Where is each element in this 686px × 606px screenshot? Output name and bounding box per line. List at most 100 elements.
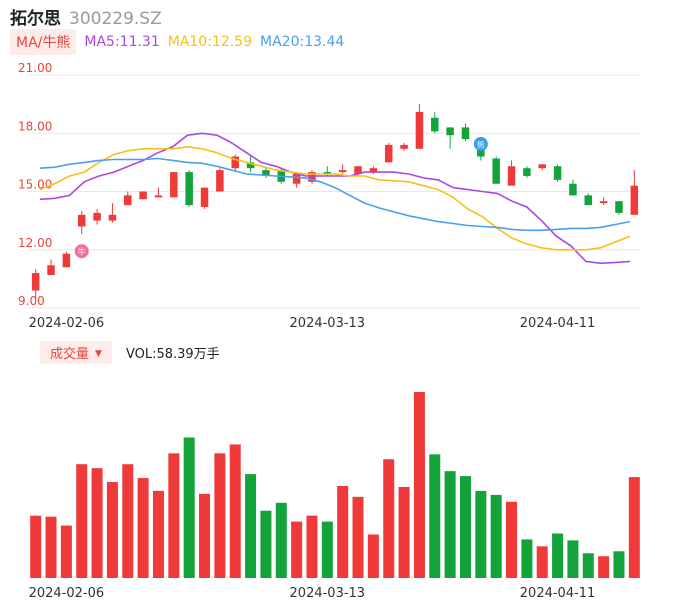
candle-body: [599, 201, 608, 204]
ma10-label: MA10:12.59: [167, 34, 253, 50]
volume-bar: [598, 556, 610, 578]
bull-marker-icon: 牛: [74, 244, 89, 259]
candle-body: [338, 170, 347, 173]
volume-bar: [60, 525, 72, 578]
volume-bar: [613, 551, 625, 578]
candle-body: [31, 273, 40, 291]
x-tick-label: 2024-03-13: [290, 586, 366, 601]
candle-body: [154, 195, 163, 198]
candle-body: [93, 212, 101, 221]
marker-glyph: 牛: [78, 247, 86, 257]
marker-badge: [473, 137, 488, 152]
candle-body: [200, 187, 209, 208]
candle-body: [216, 170, 224, 192]
volume-bar: [383, 459, 395, 578]
ma20-label: MA20:13.44: [260, 34, 345, 50]
volume-bar: [582, 553, 594, 578]
candle-body: [292, 174, 301, 184]
volume-bar: [628, 477, 640, 578]
volume-bar: [398, 486, 410, 578]
candle-body: [461, 127, 470, 140]
volume-bar: [552, 533, 564, 578]
volume-bar: [152, 490, 164, 578]
volume-bar: [45, 516, 57, 578]
price-chart[interactable]: 21.00 18.00 15.00 12.00 9.00 牛 熊 2024-02-06 2024…: [0, 60, 686, 335]
y-tick-label: 21.00: [18, 61, 52, 75]
volume-bar: [337, 485, 349, 578]
volume-bar: [291, 521, 303, 578]
candle-body: [400, 144, 408, 149]
ma-toggle-button[interactable]: MA/牛熊: [10, 29, 77, 55]
volume-bar: [260, 510, 272, 578]
volume-legend: 成交量 ▼ VOL:58.39万手: [40, 340, 220, 364]
volume-selector-button[interactable]: 成交量 ▼: [40, 340, 112, 364]
ma-legend: MA/牛熊 MA5:11.31 MA10:12.59 MA20:13.44: [10, 29, 352, 55]
volume-bar: [490, 494, 502, 578]
candle-body: [584, 195, 593, 206]
volume-bar: [413, 391, 425, 578]
candle-body: [246, 162, 255, 169]
ma-line-ma5: [39, 132, 631, 265]
volume-bar: [106, 482, 118, 578]
volume-bar: [459, 476, 471, 578]
volume-bar: [183, 437, 195, 578]
volume-bar: [229, 444, 241, 578]
candle-body: [108, 214, 117, 221]
volume-bar: [214, 453, 226, 578]
volume-bar: [321, 521, 333, 578]
stock-code: 300229.SZ: [69, 9, 162, 29]
volume-selector-label: 成交量: [50, 346, 90, 362]
candle-body: [262, 170, 270, 176]
volume-bar: [444, 471, 456, 578]
volume-bar: [76, 464, 88, 578]
volume-bar: [199, 493, 211, 578]
candle-body: [523, 168, 531, 176]
candle-body: [615, 201, 623, 213]
volume-bar: [506, 501, 518, 578]
volume-bar: [567, 540, 579, 578]
y-tick-label: 12.00: [18, 236, 52, 250]
volume-bar: [536, 546, 548, 578]
candle-body: [47, 265, 55, 275]
volume-bar: [30, 515, 42, 578]
candle-body: [446, 127, 454, 136]
candle-body: [569, 183, 577, 196]
y-tick-label: 18.00: [18, 119, 52, 133]
ma5-label: MA5:11.31: [84, 34, 160, 50]
candle-body: [415, 111, 424, 149]
candle-body: [507, 166, 516, 186]
candle-body: [369, 168, 378, 173]
volume-bar: [429, 454, 441, 578]
marker-glyph: 熊: [477, 140, 485, 150]
volume-bar: [122, 464, 134, 578]
x-tick-label: 2024-02-06: [29, 586, 105, 601]
marker-badge: [74, 244, 89, 259]
candle-body: [492, 158, 500, 184]
candle-body: [553, 166, 562, 180]
ma-line-ma10: [39, 145, 631, 251]
candle-body: [308, 172, 316, 182]
candle-body: [431, 117, 439, 132]
candle-body: [185, 172, 193, 206]
volume-bar: [521, 539, 533, 578]
candle-body: [170, 172, 178, 198]
y-tick-label: 9.00: [18, 294, 45, 308]
candle-body: [538, 164, 546, 169]
volume-value: VOL:58.39万手: [125, 346, 220, 362]
candle-body: [384, 144, 393, 163]
volume-bar: [168, 453, 180, 578]
title-row: 拓尔思 300229.SZ: [10, 4, 162, 29]
ma-line-ma20: [39, 157, 631, 232]
volume-bar: [306, 515, 318, 578]
volume-bar: [91, 468, 103, 578]
candle-body: [231, 156, 239, 169]
bear-marker-icon: 熊: [473, 137, 488, 152]
candle-body: [124, 195, 132, 206]
x-tick-label: 2024-04-11: [520, 316, 596, 331]
volume-bar: [475, 490, 487, 578]
candle-body: [630, 185, 639, 215]
stock-name: 拓尔思: [10, 9, 61, 29]
volume-bar: [352, 496, 364, 578]
candle-body: [62, 253, 71, 268]
volume-chart[interactable]: 2024-02-06 2024-03-13 2024-04-11: [0, 360, 686, 606]
